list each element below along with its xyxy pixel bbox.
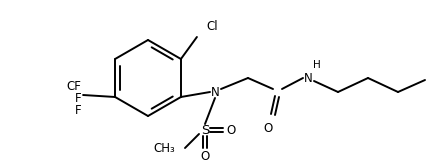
Text: O: O <box>200 149 210 162</box>
Text: H: H <box>313 60 321 70</box>
Text: S: S <box>201 124 209 136</box>
Text: O: O <box>263 122 272 135</box>
Text: N: N <box>304 71 312 85</box>
Text: O: O <box>227 124 236 136</box>
Text: F: F <box>75 93 81 106</box>
Text: N: N <box>211 86 219 99</box>
Text: F: F <box>75 105 81 118</box>
Text: Cl: Cl <box>206 20 218 33</box>
Text: CH₃: CH₃ <box>153 141 175 154</box>
Text: CF: CF <box>66 80 81 94</box>
